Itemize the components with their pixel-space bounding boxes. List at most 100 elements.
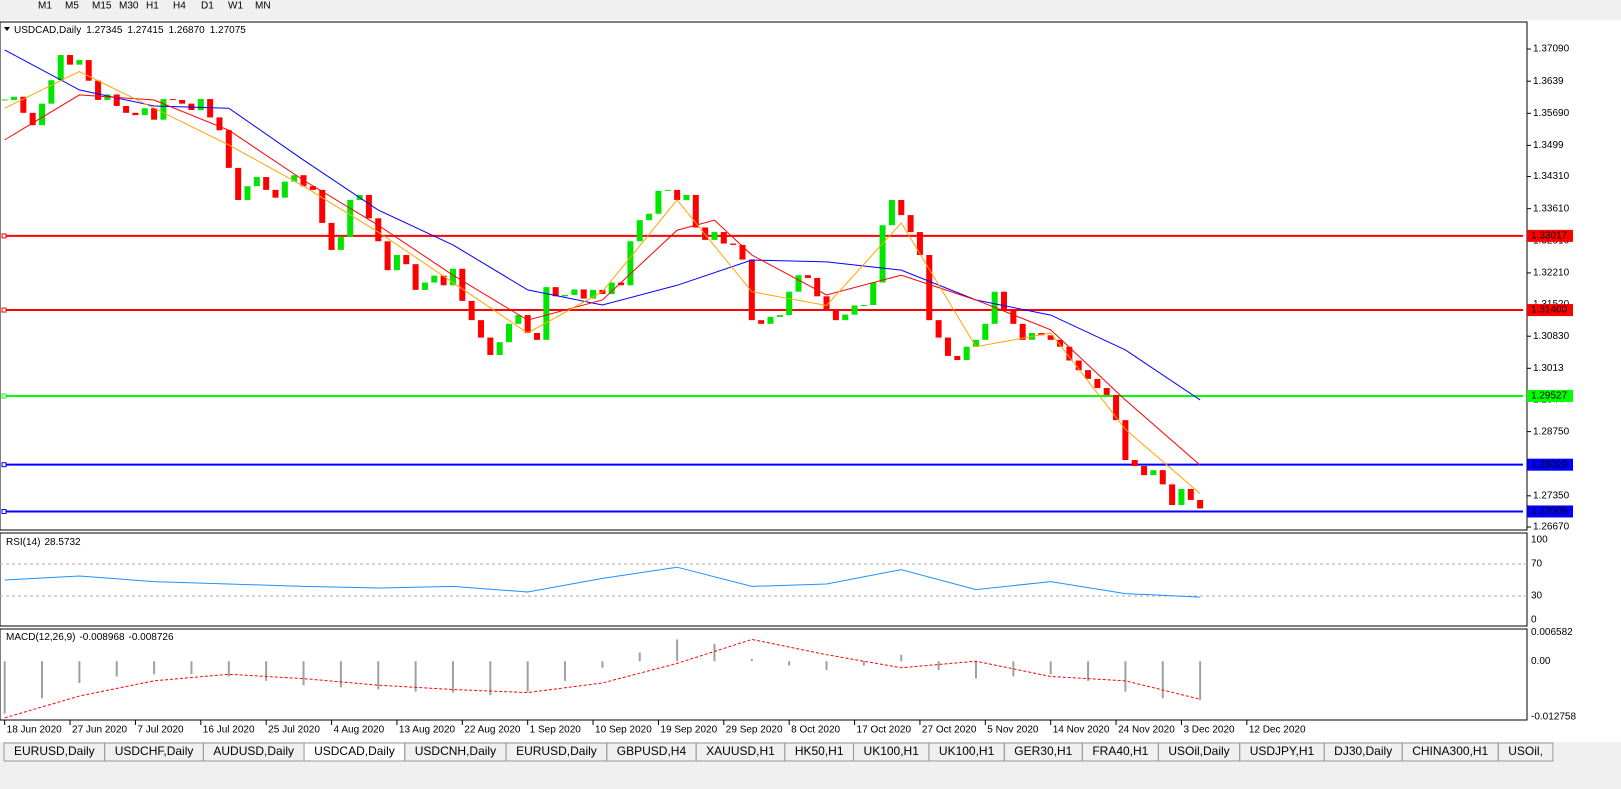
macd-bar [900, 654, 903, 662]
macd-bar [41, 661, 44, 699]
level-handle [1, 393, 7, 399]
candle [459, 268, 466, 301]
candle [449, 268, 456, 286]
tab-label[interactable]: GER30,H1 [1014, 744, 1072, 758]
candle [431, 275, 438, 283]
candle [151, 108, 158, 120]
tab-label[interactable]: AUDUSD,Daily [213, 744, 294, 758]
candle [580, 289, 587, 299]
timeframe-button[interactable]: M1 [38, 1, 52, 12]
timeframe-button[interactable]: M15 [92, 1, 112, 12]
candle [711, 232, 718, 240]
level-label-box [1527, 304, 1573, 317]
candle [860, 305, 867, 307]
tab-label[interactable]: USOil,Daily [1168, 744, 1229, 758]
indicator-name: RSI(14) [6, 537, 40, 548]
tab-label[interactable]: USDCHF,Daily [115, 744, 194, 758]
candle [244, 186, 251, 200]
candle [515, 315, 522, 324]
level-label: 1.31400 [1531, 305, 1568, 316]
macd-bar [153, 661, 156, 675]
tab-label[interactable]: CHINA300,H1 [1412, 744, 1488, 758]
tab-label[interactable]: UK100,H1 [864, 744, 920, 758]
timeframe-button[interactable]: M5 [65, 1, 79, 12]
candle [309, 186, 316, 190]
x-tick-label: 12 Dec 2020 [1249, 725, 1306, 736]
macd-bar [1012, 661, 1015, 677]
candle [20, 96, 27, 113]
y-tick-label: 1.27350 [1533, 490, 1570, 501]
tab-label[interactable]: GBPUSD,H4 [617, 744, 687, 758]
candle [412, 264, 419, 290]
candle [982, 323, 989, 340]
timeframe-button[interactable]: H1 [146, 1, 159, 12]
timeframe-button[interactable]: W1 [228, 1, 243, 12]
tab-label[interactable]: FRA40,H1 [1092, 744, 1148, 758]
candle [543, 287, 550, 340]
candle [739, 244, 746, 260]
candle [1038, 332, 1045, 336]
indicator-value: 28.5732 [44, 537, 81, 548]
y-tick-label: 70 [1531, 559, 1543, 570]
candle [935, 320, 942, 338]
x-tick-label: 29 Sep 2020 [726, 725, 783, 736]
symbol: USDCAD,Daily [14, 25, 81, 36]
candle [963, 346, 970, 361]
timeframe-button[interactable]: H4 [173, 1, 186, 12]
candle [11, 96, 18, 100]
y-tick-label: 100 [1531, 535, 1548, 546]
candle [646, 213, 653, 221]
tab[interactable] [1497, 742, 1554, 762]
indicator-title: RSI(14) 28.5732 [6, 537, 81, 548]
rsi-line [4, 566, 1201, 598]
tab-label[interactable]: DJ30,Daily [1334, 744, 1392, 758]
tab-label[interactable]: USOil, [1508, 744, 1543, 758]
tab-bar [0, 742, 1621, 789]
tab-label[interactable]: USDJPY,H1 [1250, 744, 1315, 758]
timeframe-button[interactable]: MN [255, 1, 271, 12]
x-tick-label: 14 Nov 2020 [1053, 725, 1110, 736]
macd-bar [489, 661, 492, 696]
candle [776, 315, 783, 317]
tab-label[interactable]: USDCNH,Daily [415, 744, 496, 758]
candle [375, 218, 382, 242]
tab-label[interactable]: UK100,H1 [939, 744, 995, 758]
moving-average [4, 94, 1201, 466]
macd-bar [265, 661, 268, 681]
candle [832, 310, 839, 321]
candle [1197, 499, 1204, 509]
candle [1094, 378, 1101, 389]
macd-bar [750, 659, 753, 662]
candle [169, 99, 176, 101]
macd-bar [3, 661, 6, 714]
y-tick-label: 30 [1531, 591, 1543, 602]
level-handle [1, 508, 7, 514]
timeframe-button[interactable]: M30 [119, 1, 139, 12]
candle [618, 282, 625, 286]
x-tick-label: 13 Aug 2020 [399, 725, 456, 736]
candle [562, 294, 569, 297]
candle [123, 105, 130, 113]
y-tick-label: 1.3499 [1533, 140, 1564, 151]
tab-label[interactable]: USDCAD,Daily [314, 744, 395, 758]
macd-bar [974, 661, 977, 679]
y-tick-label: 1.34310 [1533, 171, 1570, 182]
tab-label[interactable]: EURUSD,Daily [14, 744, 95, 758]
level-handle [1, 233, 7, 239]
candle [1057, 339, 1064, 347]
candle [674, 189, 681, 200]
level-label: 1.27009 [1531, 506, 1568, 517]
candle [804, 275, 811, 278]
candle [1169, 484, 1176, 506]
level-label-box [1527, 229, 1573, 242]
tab-label[interactable]: HK50,H1 [795, 744, 844, 758]
tab-label[interactable]: XAUUSD,H1 [706, 744, 775, 758]
tab-label[interactable]: EURUSD,Daily [516, 744, 597, 758]
candle [197, 99, 204, 111]
candle [440, 275, 447, 286]
timeframe-button[interactable]: D1 [201, 1, 214, 12]
level-label: 1.28029 [1531, 459, 1568, 470]
candle [39, 103, 46, 126]
candle [76, 60, 83, 65]
